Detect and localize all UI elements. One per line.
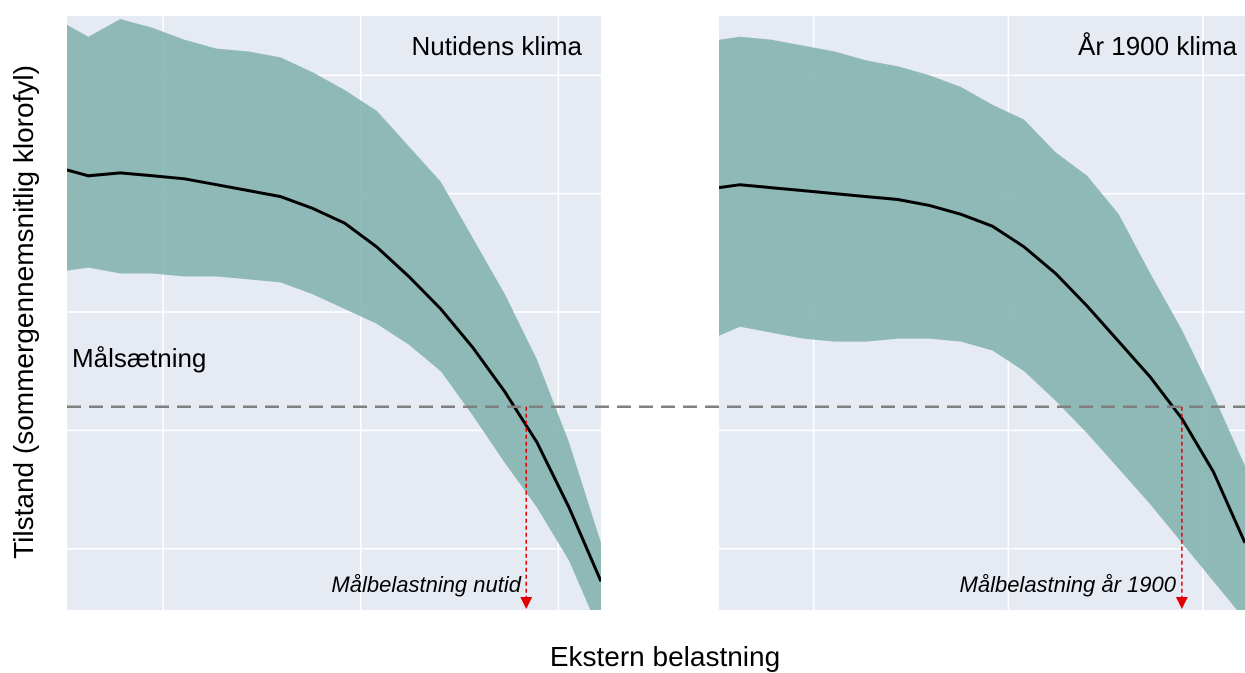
panel-title-right: År 1900 klima (1078, 31, 1237, 61)
mean-line (67, 168, 601, 582)
x-axis-label: Ekstern belastning (550, 641, 780, 672)
arrow-down-icon (520, 597, 533, 609)
panel-right (719, 16, 1245, 610)
target-annotation-right: Målbelastning år 1900 (960, 572, 1177, 597)
panel-left (67, 16, 601, 610)
arrow-down-icon (1175, 597, 1188, 609)
uncertainty-band (67, 19, 601, 610)
panel-title-left: Nutidens klima (411, 31, 582, 61)
target-label: Målsætning (72, 343, 206, 373)
target-annotation-left: Målbelastning nutid (331, 572, 521, 597)
y-axis-label: Tilstand (sommergennemsnitlig klorofyl) (8, 65, 39, 559)
uncertainty-band (719, 36, 1245, 610)
mean-line (719, 183, 1245, 544)
